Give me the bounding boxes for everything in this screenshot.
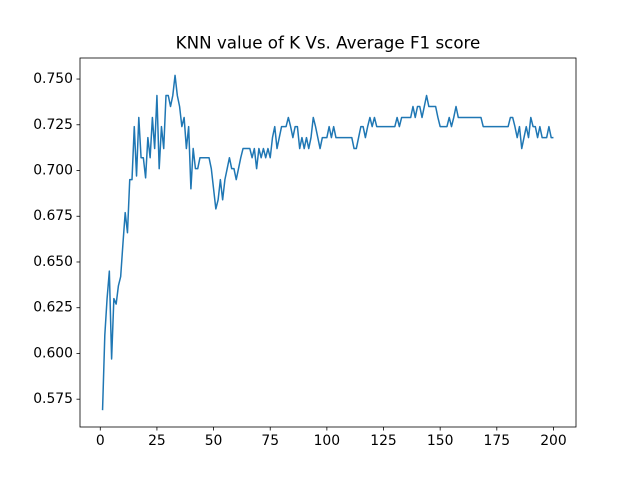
x-tick-label: 75: [261, 433, 279, 449]
chart-title: KNN value of K Vs. Average F1 score: [176, 33, 481, 53]
y-tick-label: 0.675: [33, 208, 73, 224]
axes-frame: [79, 57, 577, 428]
x-tick-label: 100: [314, 433, 341, 449]
x-tick-label: 0: [96, 433, 105, 449]
y-tick-label: 0.600: [33, 345, 73, 361]
y-tick-label: 0.625: [33, 300, 73, 316]
y-tick-label: 0.750: [33, 71, 73, 87]
y-tick-label: 0.700: [33, 163, 73, 179]
x-tick-label: 125: [370, 433, 397, 449]
x-tick-label: 175: [484, 433, 511, 449]
x-tick-label: 200: [540, 433, 567, 449]
x-tick-label: 25: [148, 433, 166, 449]
y-tick-label: 0.725: [33, 117, 73, 133]
x-tick-label: 150: [427, 433, 454, 449]
y-tick-label: 0.650: [33, 254, 73, 270]
data-line: [101, 74, 554, 411]
x-tick-label: 50: [205, 433, 223, 449]
y-tick-label: 0.575: [33, 391, 73, 407]
